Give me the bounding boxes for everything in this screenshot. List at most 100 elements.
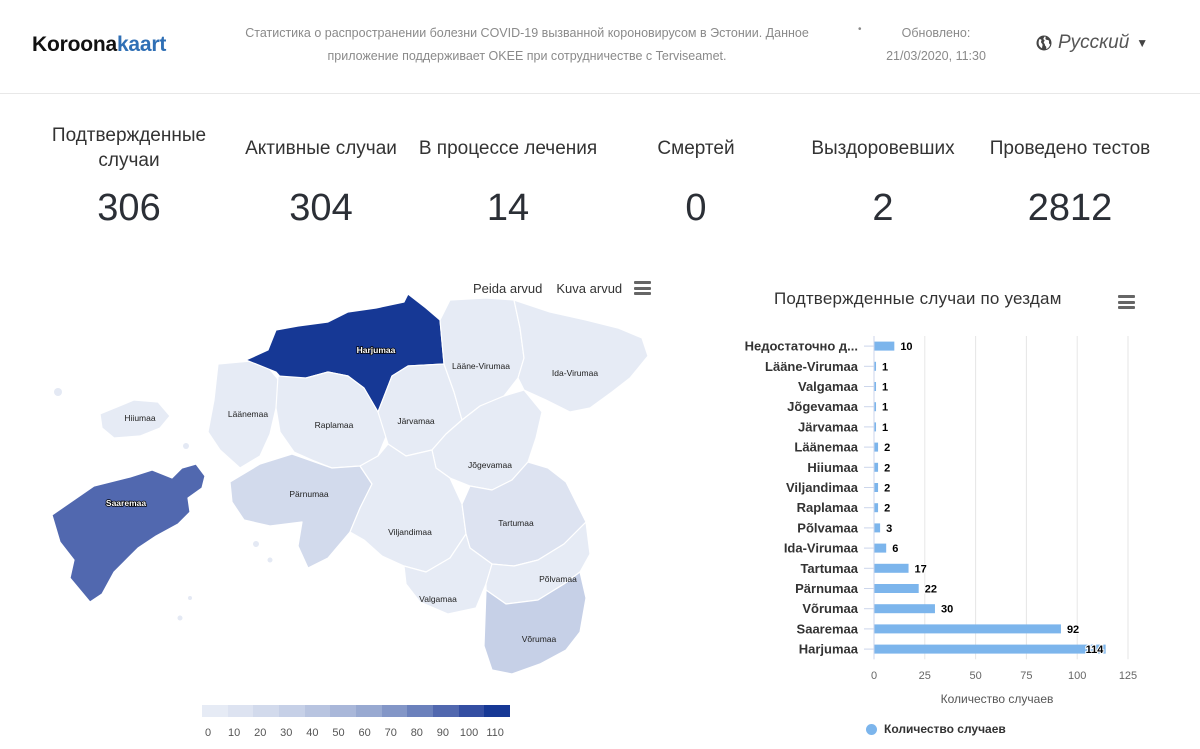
chart-title: Подтвержденные случаи по уездам xyxy=(774,289,1062,308)
scale-step xyxy=(202,705,228,717)
stat-label: Активные случаи xyxy=(245,137,397,159)
y-tick-label: Võrumaa xyxy=(802,601,858,616)
scale-tick-label: 50 xyxy=(332,727,345,739)
x-axis-label: Количество случаев xyxy=(941,692,1054,706)
y-tick-label: Jõgevamaa xyxy=(787,399,859,414)
map-region-label: Jõgevamaa xyxy=(468,460,512,470)
language-selector[interactable]: Русский ▼ xyxy=(1036,32,1148,54)
y-tick-label: Lääne-Virumaa xyxy=(765,359,859,374)
y-tick-label: Harjumaa xyxy=(799,642,859,657)
bar xyxy=(874,644,1106,654)
x-tick-label: 25 xyxy=(919,670,931,682)
map-menu-icon[interactable] xyxy=(634,281,651,295)
header: Koroonakaart Статистика о распространени… xyxy=(0,0,1200,94)
map-region-label: Ida-Virumaa xyxy=(552,368,598,378)
data-label: 3 xyxy=(886,523,892,535)
bar xyxy=(874,543,887,553)
map-region-laanemaa[interactable] xyxy=(207,359,283,469)
scale-step xyxy=(484,705,511,717)
stat-label: Проведено тестов xyxy=(989,137,1151,159)
scale-step xyxy=(253,705,280,717)
data-label: 1 xyxy=(882,402,888,414)
stat-label: Смертей xyxy=(657,137,735,159)
bar xyxy=(874,624,1061,634)
map-region-label: Valgamaa xyxy=(419,594,457,604)
bar xyxy=(874,341,895,351)
map-region-label: Põlvamaa xyxy=(539,574,577,584)
map-region-jogevamaa[interactable] xyxy=(431,389,543,491)
stat-value: 2 xyxy=(872,187,894,229)
bar xyxy=(874,503,879,513)
data-label: 17 xyxy=(915,563,927,575)
chart-legend[interactable]: Количество случаев xyxy=(866,722,1006,736)
bar xyxy=(874,442,879,452)
separator-dot: • xyxy=(858,24,862,35)
updated-info: Обновлено: 21/03/2020, 11:30 xyxy=(880,22,992,68)
y-tick-label: Ida-Virumaa xyxy=(784,541,859,556)
map-region-saaremaa[interactable] xyxy=(51,463,206,603)
stat-tests: Проведено тестов 2812 xyxy=(970,123,1170,230)
scale-tick-label: 20 xyxy=(254,727,267,739)
logo[interactable]: Koroonakaart xyxy=(32,33,167,56)
bar xyxy=(874,584,919,593)
show-numbers-button[interactable]: Kuva arvud xyxy=(556,281,623,296)
data-label: 92 xyxy=(1067,624,1079,636)
globe-icon xyxy=(1036,35,1052,51)
stat-confirmed: Подтвержденные случаи 306 xyxy=(29,123,229,230)
map-region-parnumaa[interactable] xyxy=(229,453,373,569)
map-region-label: Võrumaa xyxy=(522,634,557,644)
data-label: 1 xyxy=(882,361,888,373)
map-region-label: Pärnumaa xyxy=(289,489,328,499)
scale-tick-label: 10 xyxy=(227,727,241,739)
map-toolbar: Peida arvud Kuva arvud xyxy=(473,281,622,296)
stat-value: 0 xyxy=(685,187,707,229)
scale-step xyxy=(304,705,331,717)
y-tick-label: Läänemaa xyxy=(794,440,858,455)
about-text: Статистика о распространении болезни COV… xyxy=(245,26,809,63)
language-label: Русский xyxy=(1058,32,1130,53)
bar xyxy=(874,462,879,472)
data-label: 22 xyxy=(925,584,937,596)
data-label: 30 xyxy=(941,604,953,616)
data-label: 1 xyxy=(882,422,888,434)
scale-step xyxy=(381,705,408,717)
chart-menu-icon[interactable] xyxy=(1118,295,1135,309)
map-region-ida-virumaa[interactable] xyxy=(513,299,649,413)
x-tick-label: 50 xyxy=(969,670,981,682)
stat-deaths: Смертей 0 xyxy=(596,123,796,230)
bar-chart: 0 25 50 75 100 125 Количество случаев Недостато… xyxy=(745,336,1137,706)
map-region-label: Raplamaa xyxy=(315,420,354,430)
scale-step xyxy=(458,705,485,717)
data-label: 2 xyxy=(884,442,890,454)
y-tick-label: Недостаточно д... xyxy=(745,339,858,354)
y-tick-label: Valgamaa xyxy=(798,379,859,394)
data-label: 2 xyxy=(884,462,890,474)
map-region-label: Läänemaa xyxy=(228,409,268,419)
scale-tick-label: 40 xyxy=(306,727,319,739)
stat-label: В процессе лечения xyxy=(418,137,598,159)
bar xyxy=(874,422,877,432)
scale-tick-label: 60 xyxy=(358,727,371,739)
map-region-label: Harjumaa xyxy=(357,345,396,355)
scale-step xyxy=(227,705,254,717)
data-label: 114 xyxy=(1086,644,1105,656)
scale-step xyxy=(356,705,382,717)
map-region-vorumaa[interactable] xyxy=(483,571,587,675)
scale-tick-label: 0 xyxy=(204,727,212,739)
data-label: 1 xyxy=(882,382,888,394)
y-tick-label: Tartumaa xyxy=(800,561,858,576)
data-label: 2 xyxy=(884,483,890,495)
hide-numbers-button[interactable]: Peida arvud xyxy=(473,281,543,296)
stat-in-treatment: В процессе лечения 14 xyxy=(408,123,608,230)
map-region-label: Lääne-Virumaa xyxy=(452,361,510,371)
bar xyxy=(874,604,935,614)
map-region-hiiumaa[interactable] xyxy=(99,399,171,439)
stat-value: 14 xyxy=(486,187,530,229)
updated-value: 21/03/2020, 11:30 xyxy=(886,49,986,63)
bar xyxy=(874,382,877,391)
stat-label: Подтвержденные случаи xyxy=(51,125,207,171)
scale-tick-label: 90 xyxy=(436,727,450,739)
stat-label: Выздоровевших xyxy=(811,137,955,159)
chevron-down-icon: ▼ xyxy=(1136,36,1149,50)
y-tick-label: Saaremaa xyxy=(797,621,859,636)
